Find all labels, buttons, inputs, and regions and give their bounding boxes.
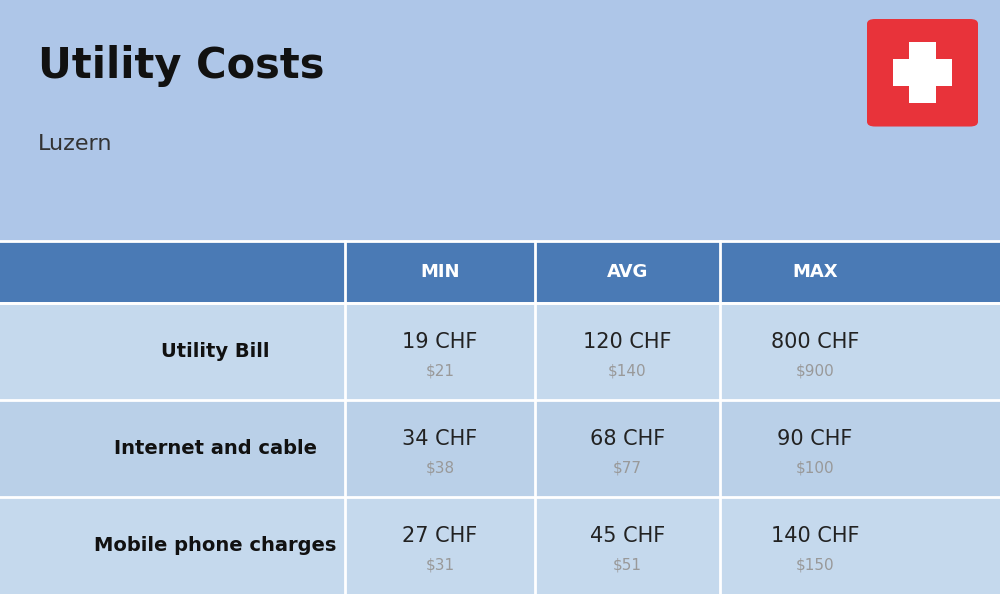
Text: Internet and cable: Internet and cable — [114, 439, 316, 458]
Text: MIN: MIN — [420, 263, 460, 281]
Bar — [0, 400, 1000, 497]
Text: $51: $51 — [613, 557, 642, 573]
Text: MAX: MAX — [792, 263, 838, 281]
Text: $31: $31 — [425, 557, 455, 573]
Text: Utility Costs: Utility Costs — [38, 45, 324, 87]
Text: 800 CHF: 800 CHF — [771, 331, 859, 352]
Text: 45 CHF: 45 CHF — [590, 526, 665, 546]
Text: $77: $77 — [613, 460, 642, 475]
Text: 27 CHF: 27 CHF — [402, 526, 478, 546]
Text: 90 CHF: 90 CHF — [777, 429, 853, 449]
Text: 120 CHF: 120 CHF — [583, 331, 672, 352]
Text: $100: $100 — [796, 460, 834, 475]
Bar — [909, 42, 936, 103]
Text: Mobile phone charges: Mobile phone charges — [94, 536, 336, 555]
Text: $900: $900 — [796, 364, 834, 378]
Bar — [0, 497, 1000, 594]
Text: $140: $140 — [608, 364, 647, 378]
Text: $150: $150 — [796, 557, 834, 573]
Text: AVG: AVG — [607, 263, 648, 281]
Bar — [893, 59, 952, 87]
Text: 140 CHF: 140 CHF — [771, 526, 859, 546]
Text: 68 CHF: 68 CHF — [590, 429, 665, 449]
Text: 19 CHF: 19 CHF — [402, 331, 478, 352]
Text: Luzern: Luzern — [38, 134, 112, 154]
Bar — [0, 241, 1000, 303]
FancyBboxPatch shape — [867, 19, 978, 127]
Text: $38: $38 — [425, 460, 455, 475]
Text: Utility Bill: Utility Bill — [161, 342, 269, 361]
Bar — [0, 303, 1000, 400]
Text: 34 CHF: 34 CHF — [402, 429, 478, 449]
Text: $21: $21 — [426, 364, 454, 378]
